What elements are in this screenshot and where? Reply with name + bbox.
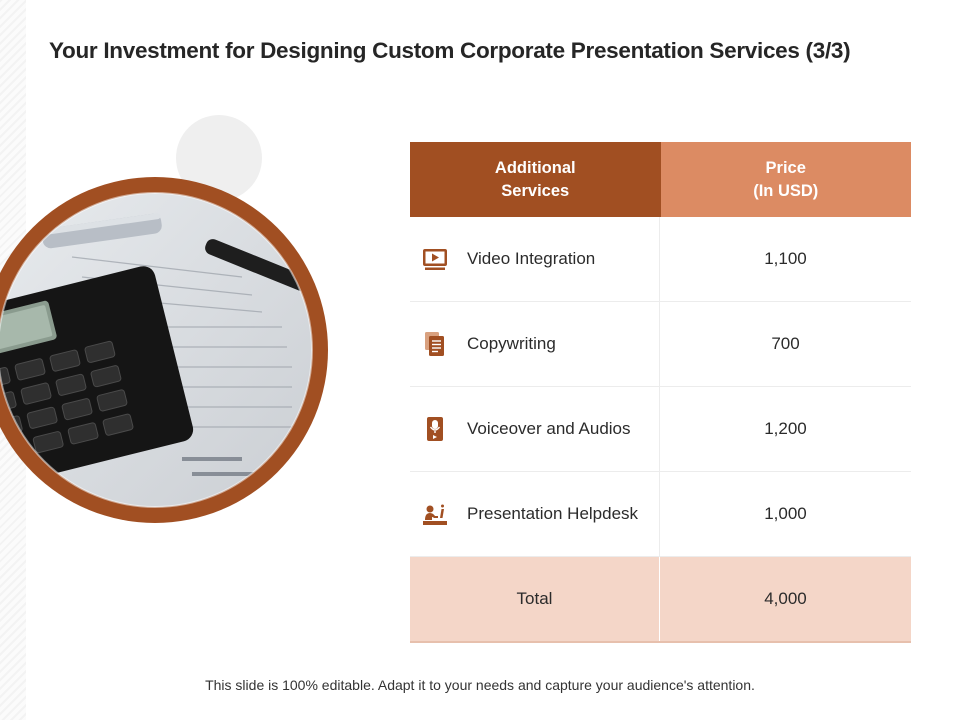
- total-row: Total 4,000: [410, 557, 911, 643]
- service-cell: Video Integration: [410, 217, 660, 301]
- table-row: Copywriting 700: [410, 302, 911, 387]
- service-label: Video Integration: [467, 249, 596, 268]
- total-value: 4,000: [764, 589, 807, 608]
- price-cell: 1,200: [764, 419, 807, 438]
- microphone-icon: [427, 417, 443, 441]
- price-cell: 1,100: [764, 249, 807, 268]
- table-header: Additional Services Price (In USD): [410, 142, 911, 217]
- service-cell: Presentation Helpdesk: [410, 472, 660, 556]
- footer-note: This slide is 100% editable. Adapt it to…: [205, 677, 755, 693]
- price-cell: 1,000: [764, 504, 807, 523]
- service-cell: Voiceover and Audios: [410, 387, 660, 471]
- helpdesk-icon: [423, 504, 447, 525]
- price-cell: 700: [771, 334, 800, 353]
- pricing-table: Additional Services Price (In USD) Video…: [410, 142, 911, 643]
- total-label: Total: [410, 557, 660, 641]
- service-label: Copywriting: [467, 334, 556, 353]
- header-services: Additional Services: [410, 142, 661, 217]
- slide-title: Your Investment for Designing Custom Cor…: [49, 38, 851, 63]
- calculator-photo: [0, 177, 328, 523]
- table-row: Video Integration 1,100: [410, 217, 911, 302]
- documents-icon: [425, 332, 444, 356]
- video-icon: [423, 249, 447, 270]
- header-price: Price (In USD): [660, 142, 911, 217]
- service-label: Voiceover and Audios: [467, 419, 631, 438]
- table-row: Presentation Helpdesk 1,000: [410, 472, 911, 557]
- service-cell: Copywriting: [410, 302, 660, 386]
- service-label: Presentation Helpdesk: [467, 504, 639, 523]
- table-row: Voiceover and Audios 1,200: [410, 387, 911, 472]
